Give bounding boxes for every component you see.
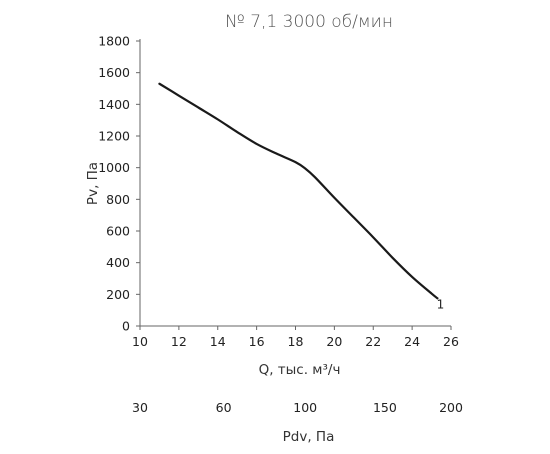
y-tick-label: 1400 — [98, 97, 130, 112]
x-tick-label: 20 — [326, 334, 342, 349]
x-tick-label: 14 — [210, 334, 226, 349]
y-tick-label: 0 — [122, 319, 130, 334]
y-axis-label: Pv, Па — [85, 162, 101, 205]
y-tick-label: 200 — [106, 287, 130, 302]
x-axis-label: Q, тыс. м³/ч — [259, 362, 341, 378]
x-axis-ticks: 10 12 14 16 18 20 22 24 26 — [132, 326, 459, 349]
series-group: 1 — [158, 82, 445, 311]
y-tick-label: 1000 — [98, 160, 130, 175]
y-tick-label: 1600 — [98, 65, 130, 80]
secondary-tick-label: 30 — [132, 400, 148, 415]
y-axis-ticks: 0 200 400 600 800 1000 1200 1400 1600 1800 — [98, 34, 140, 334]
y-tick-label: 800 — [106, 192, 130, 207]
x-tick-label: 22 — [365, 334, 381, 349]
secondary-tick-label: 60 — [216, 400, 232, 415]
secondary-tick-label: 200 — [439, 400, 463, 415]
x-tick-label: 12 — [171, 334, 187, 349]
y-tick-label: 1800 — [98, 34, 130, 49]
x-tick-label: 18 — [288, 334, 304, 349]
x-tick-label: 10 — [132, 334, 148, 349]
x-tick-label: 24 — [404, 334, 420, 349]
secondary-axis-label: Pdv, Па — [283, 429, 335, 445]
y-tick-label: 600 — [106, 224, 130, 239]
y-tick-label: 400 — [106, 255, 130, 270]
chart-title: № 7,1 3000 об/мин — [225, 12, 393, 32]
secondary-axis-ticks: 30 60 100 150 200 — [132, 400, 463, 415]
y-tick-label: 1200 — [98, 129, 130, 144]
x-tick-label: 26 — [443, 334, 459, 349]
series-line-1 — [158, 82, 439, 300]
series-label: 1 — [437, 297, 445, 311]
secondary-tick-label: 150 — [373, 400, 397, 415]
x-tick-label: 16 — [249, 334, 265, 349]
secondary-tick-label: 100 — [293, 400, 317, 415]
